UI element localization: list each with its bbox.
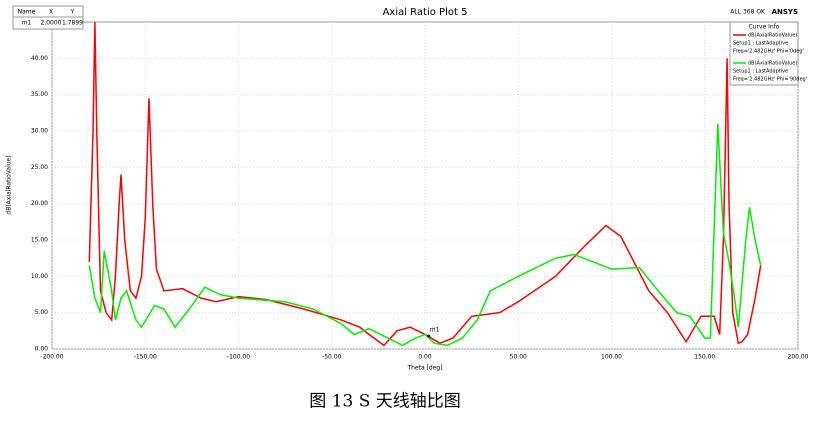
plot-area bbox=[51, 21, 799, 350]
x-tick-label: 200.00 bbox=[788, 354, 809, 361]
table-cell: 1.7899 bbox=[62, 20, 83, 27]
legend-setup: Setup1 : LastAdaptive bbox=[733, 69, 788, 75]
caption: 图 13 S 天线轴比图 bbox=[309, 392, 461, 412]
x-axis-label: Theta [deg] bbox=[406, 365, 442, 372]
chart-title: Axial Ratio Plot 5 bbox=[383, 7, 468, 18]
x-tick-label: 50.00 bbox=[510, 354, 527, 361]
legend: Curve Info dB(AxialRatioValue) Setup1 : L… bbox=[729, 21, 807, 86]
marker-table: Name X Ym1 2.0000 1.7899 bbox=[12, 5, 84, 30]
x-tick-label: 0.00 bbox=[418, 354, 432, 361]
y-tick-label: 25.00 bbox=[31, 164, 48, 171]
marker-label: m1 bbox=[430, 326, 440, 333]
x-tick-label: -50.00 bbox=[322, 354, 342, 361]
y-tick-label: 0.00 bbox=[35, 346, 49, 353]
status: ALL 368 OK bbox=[730, 9, 766, 16]
table-header: Y bbox=[70, 9, 75, 16]
table-cell: m1 bbox=[22, 20, 32, 27]
series-line bbox=[88, 123, 762, 347]
marker-point bbox=[427, 334, 431, 338]
x-tick-label: -200.00 bbox=[40, 354, 63, 361]
table-header: X bbox=[49, 9, 53, 16]
y-tick-label: 10.00 bbox=[31, 273, 48, 280]
y-axis-label: dB(AxialRatioValue) bbox=[6, 155, 13, 214]
table-header: Name bbox=[18, 9, 36, 16]
y-tick-label: 20.00 bbox=[31, 200, 48, 207]
series-line bbox=[88, 21, 762, 347]
legend-params: Freq='2.482GHz' Phi='90deg' bbox=[733, 77, 807, 83]
legend-name: dB(AxialRatioValue) bbox=[748, 33, 797, 39]
brand: ANSYS bbox=[772, 8, 798, 16]
y-tick-label: 40.00 bbox=[31, 55, 48, 62]
table-cell: 2.0000 bbox=[41, 20, 62, 27]
y-tick-label: 15.00 bbox=[31, 237, 48, 244]
y-tick-label: 30.00 bbox=[31, 128, 48, 135]
plot: m1 bbox=[88, 21, 762, 347]
x-tick-label: -150.00 bbox=[134, 354, 157, 361]
legend-title: Curve Info bbox=[749, 24, 780, 31]
x-tick-label: 100.00 bbox=[601, 354, 622, 361]
grid: 0.00 5.00 10.00 15.00 20.00 25.00 30.00 35.00 40… bbox=[31, 22, 809, 361]
y-tick-label: 5.00 bbox=[35, 309, 49, 316]
y-tick-label: 35.00 bbox=[31, 91, 48, 98]
legend-box bbox=[729, 21, 799, 86]
legend-params: Freq='2.482GHz' Phi='0deg' bbox=[733, 49, 804, 55]
legend-setup: Setup1 : LastAdaptive bbox=[733, 41, 788, 47]
legend-name: dB(AxialRatioValue) bbox=[748, 61, 797, 67]
x-tick-label: 150.00 bbox=[694, 354, 715, 361]
x-tick-label: -100.00 bbox=[227, 354, 250, 361]
